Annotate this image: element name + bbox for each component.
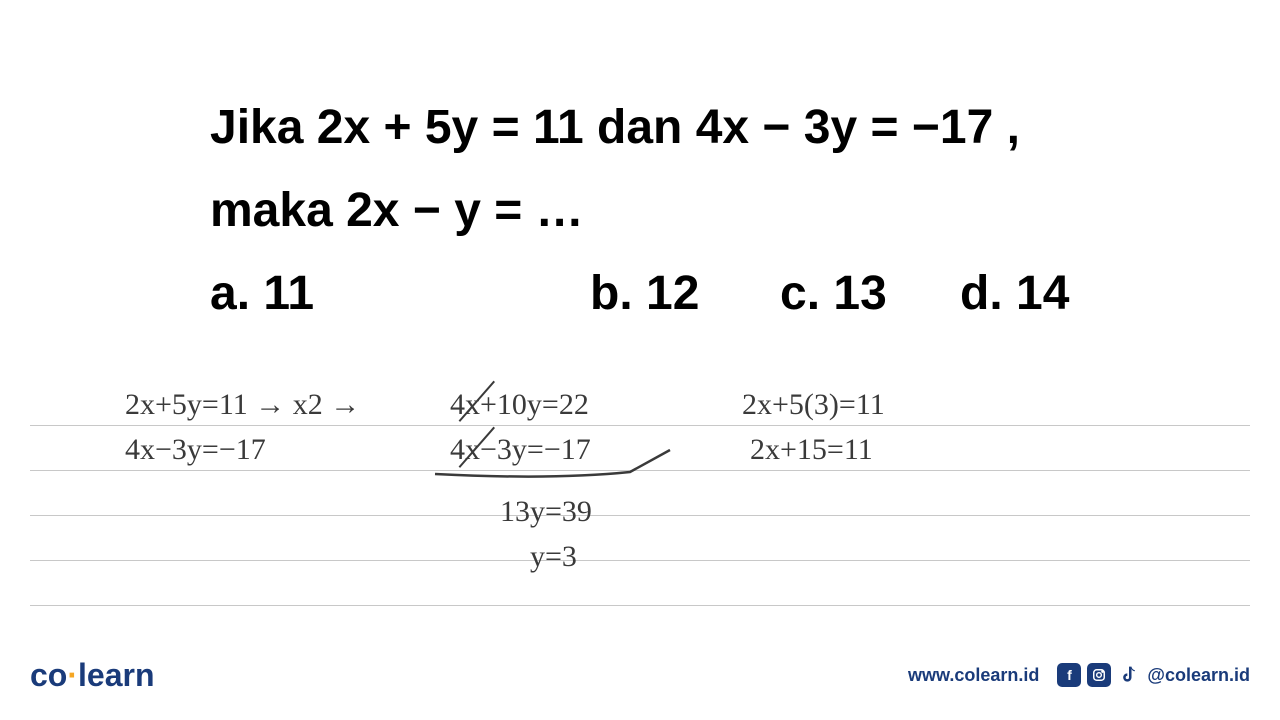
footer: co·learn www.colearn.id f @colearn.id: [0, 650, 1280, 700]
worksheet-area: 2x+5y=11 → x2 →4x+10y=222x+5(3)=114x−3y=…: [30, 370, 1250, 610]
option-a: a. 11: [210, 266, 590, 321]
handwriting-line: 2x+15=11: [750, 433, 873, 467]
social-icons: f @colearn.id: [1057, 663, 1250, 687]
question-line-1: Jika 2x + 5y = 11 dan 4x − 3y = −17 ,: [210, 100, 1110, 155]
handwriting-line: 13y=39: [500, 495, 592, 529]
option-b: b. 12: [590, 266, 780, 321]
ruled-line: [30, 560, 1250, 561]
options-row: a. 11 b. 12 c. 13 d. 14: [210, 266, 1110, 321]
social-handle: @colearn.id: [1147, 665, 1250, 686]
logo: co·learn: [30, 657, 154, 694]
facebook-icon: f: [1057, 663, 1081, 687]
logo-prefix: co: [30, 657, 67, 693]
ruled-line: [30, 515, 1250, 516]
footer-url: www.colearn.id: [908, 665, 1039, 686]
instagram-icon: [1087, 663, 1111, 687]
logo-suffix: learn: [78, 657, 154, 693]
logo-dot: ·: [67, 657, 78, 693]
handwriting-line: y=3: [530, 540, 577, 574]
ruled-line: [30, 605, 1250, 606]
footer-right: www.colearn.id f @colearn.id: [908, 663, 1250, 687]
question-line-2: maka 2x − y = …: [210, 183, 1110, 238]
tiktok-icon: [1117, 663, 1141, 687]
question-block: Jika 2x + 5y = 11 dan 4x − 3y = −17 , ma…: [210, 100, 1110, 321]
handwriting-line: 2x+5(3)=11: [742, 388, 885, 422]
option-d: d. 14: [960, 266, 1110, 321]
option-c: c. 13: [780, 266, 960, 321]
subtraction-underline: [30, 370, 730, 490]
